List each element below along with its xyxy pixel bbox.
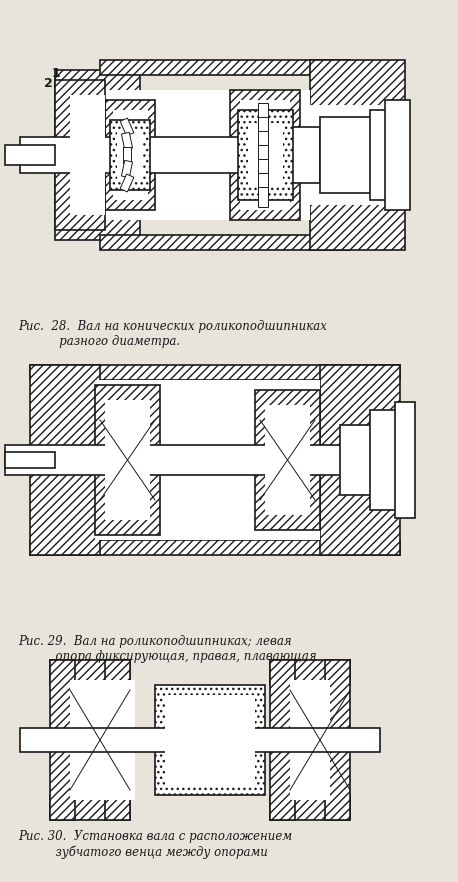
Text: 1: 1 [52,67,61,80]
Bar [230,90,300,220]
Bar [95,385,160,535]
Bar [55,70,140,240]
Bar [370,110,390,200]
Bar [290,680,330,800]
Bar [105,100,155,210]
Bar [120,118,134,136]
Bar [270,795,350,820]
Bar [258,117,268,137]
Bar [121,161,132,177]
Bar [70,680,135,800]
Text: Рис. 30.  Установка вала с расположением
          зубчатого венца между опорами: Рис. 30. Установка вала с расположением … [18,830,292,858]
Bar [30,540,400,555]
Bar [238,110,293,200]
Bar [310,105,405,205]
Bar [258,159,268,179]
Bar [50,660,75,820]
Bar [258,103,268,123]
Bar [265,405,310,515]
Bar [258,145,268,165]
Bar [165,695,255,785]
Bar [5,145,55,165]
Bar [385,100,410,210]
Bar [70,95,105,215]
Bar [121,132,132,150]
Text: 2: 2 [44,77,53,90]
Bar [258,187,268,207]
Bar [30,365,400,380]
Bar [50,660,130,685]
Bar [95,380,320,540]
Bar [325,660,350,820]
Bar [370,410,400,510]
Bar [155,685,265,795]
Bar [105,400,150,520]
Bar [50,795,130,820]
Bar [290,127,320,183]
Bar [113,110,148,200]
Bar [320,117,405,193]
Bar [395,402,415,518]
Bar [123,147,131,163]
Bar [258,131,268,151]
Text: Рис. 29.  Вал на роликоподшипниках; левая
          опора фиксирующая, правая, п: Рис. 29. Вал на роликоподшипниках; левая… [18,635,316,663]
Bar [258,173,268,193]
Bar [100,60,350,75]
Bar [5,445,395,475]
Bar [310,60,405,250]
Bar [105,660,130,820]
Bar [240,100,290,210]
Bar [20,728,380,752]
Text: Рис.  28.  Вал на конических роликоподшипниках
           разного диаметра.: Рис. 28. Вал на конических роликоподшипн… [18,320,327,348]
Bar [320,365,400,555]
Bar [55,80,105,230]
Bar [100,235,350,250]
Bar [105,90,310,220]
Bar [110,120,150,190]
Bar [5,452,55,468]
Bar [270,660,350,685]
Bar [120,174,134,192]
Bar [248,123,283,187]
Bar [255,390,320,530]
Bar [30,365,100,555]
Bar [340,425,390,495]
Bar [270,660,295,820]
Bar [117,130,143,180]
Bar [20,137,340,173]
